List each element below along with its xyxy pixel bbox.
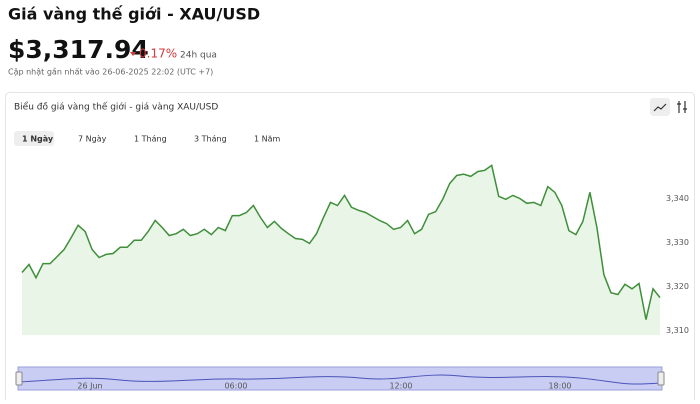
page-title: Giá vàng thế giới - XAU/USD: [8, 5, 260, 24]
tab-label: 7 Ngày: [78, 135, 107, 144]
price-line: [21, 164, 661, 320]
y-tick-label: 3,320: [666, 282, 689, 291]
candle-icon[interactable]: [677, 101, 687, 113]
range-tab[interactable]: 3 Tháng: [194, 135, 227, 144]
change: 0.17%: [139, 47, 177, 61]
tab-label: 1 Ngày: [22, 135, 54, 144]
price: $3,317.94: [8, 35, 149, 64]
tab-label: 1 Năm: [254, 135, 281, 144]
range-tab[interactable]: 1 Tháng: [134, 135, 167, 144]
tab-selected-bg: [14, 131, 54, 146]
period: 24h qua: [180, 51, 217, 61]
navigator-label: 18:00: [548, 382, 571, 391]
navigator-label: 12:00: [389, 382, 412, 391]
y-tick-label: 3,340: [666, 194, 689, 203]
updated: Cập nhật gần nhất vào 26-06-2025 22:02 (…: [8, 67, 213, 78]
tab-label: 1 Tháng: [134, 135, 167, 144]
card-title: Biểu đồ giá vàng thế giới - giá vàng XAU…: [14, 102, 218, 113]
range-tab[interactable]: 1 Ngày: [14, 131, 54, 146]
navigator-handle[interactable]: [15, 371, 23, 386]
y-tick-label: 3,330: [666, 238, 689, 247]
navigator-line: [17, 374, 661, 385]
down-arrow: [130, 52, 136, 56]
range-tab[interactable]: 1 Năm: [254, 135, 281, 144]
line-icon[interactable]: [650, 98, 670, 116]
area-fill: [22, 165, 660, 335]
navigator-handle[interactable]: [657, 371, 665, 386]
y-tick-label: 3,310: [666, 326, 689, 335]
range-tab[interactable]: 7 Ngày: [78, 135, 107, 144]
navigator-label: 06:00: [224, 382, 247, 391]
navigator-label: 26 Jun: [77, 382, 102, 391]
line-icon-glyph: [653, 103, 667, 112]
tab-label: 3 Tháng: [194, 135, 227, 144]
